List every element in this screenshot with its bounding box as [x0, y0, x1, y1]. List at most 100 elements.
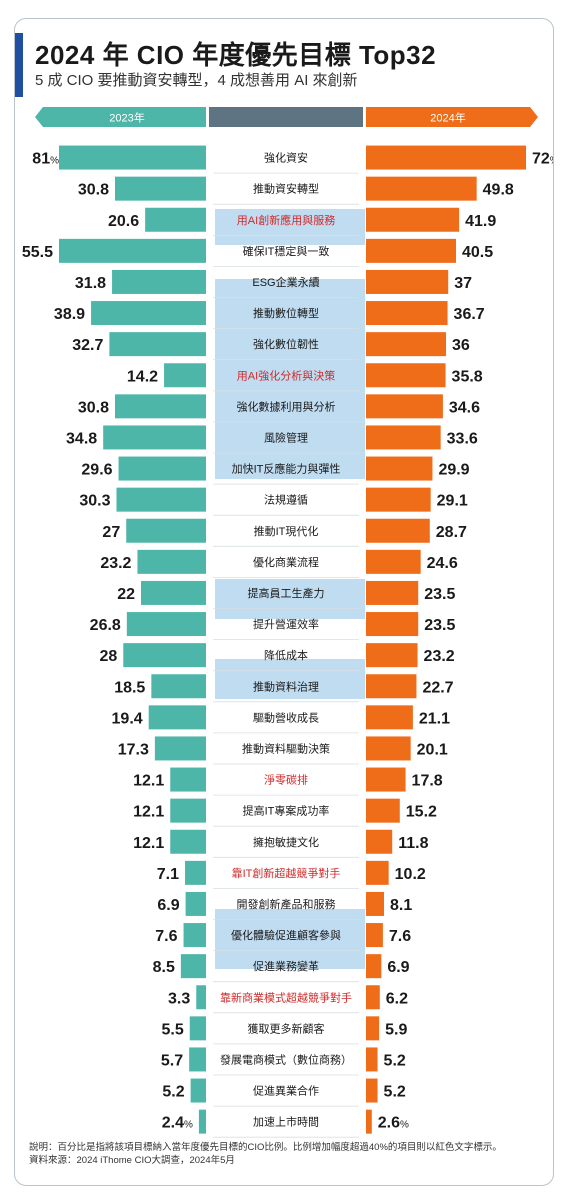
bar-2023 — [148, 705, 206, 730]
value-label-2023: 22 — [117, 586, 135, 603]
value-label-2023: 20.6 — [108, 213, 139, 230]
bar-2024 — [366, 736, 411, 761]
bar-2023 — [118, 456, 206, 481]
bar-2024 — [366, 269, 449, 294]
bar-2024 — [366, 1016, 380, 1041]
value-label-2024: 49.8 — [483, 182, 514, 199]
value-label-2023: 26.8 — [90, 617, 121, 634]
bar-2024 — [366, 860, 389, 885]
value-label-2024: 23.5 — [424, 586, 455, 603]
value-label-2023: 27 — [102, 524, 120, 541]
category-label: 推動數位轉型 — [253, 306, 319, 320]
value-label-2023: 8.5 — [153, 959, 175, 976]
category-label: 促進業務變革 — [253, 959, 319, 973]
bar-2023 — [137, 549, 206, 574]
bar-2023 — [145, 207, 206, 232]
value-label-2024: 23.5 — [424, 617, 455, 634]
value-label-2023: 5.2 — [162, 1084, 184, 1101]
percent-unit: % — [400, 1120, 409, 1131]
watermark-stroke — [215, 659, 365, 699]
category-label: 強化數據利用與分析 — [237, 399, 336, 413]
value-label-2024: 5.2 — [384, 1052, 406, 1069]
category-label: 開發創新產品和服務 — [237, 897, 336, 911]
value-label-2024: 23.2 — [424, 648, 455, 665]
bar-2024 — [366, 1078, 378, 1103]
category-label: 獲取更多新顧客 — [248, 1021, 325, 1035]
value-label-2023: 17.3 — [118, 741, 149, 758]
bar-2024 — [366, 238, 456, 263]
value-label-2023: 34.8 — [66, 430, 97, 447]
bar-2024 — [366, 674, 417, 699]
category-label: 淨零碳排 — [264, 773, 308, 787]
category-label: 強化資安 — [264, 151, 308, 165]
legend-center-band — [209, 107, 363, 127]
bar-2024 — [366, 332, 446, 357]
value-label-2023: 32.7 — [72, 337, 103, 354]
category-label: 擁抱敏捷文化 — [253, 835, 319, 849]
bar-2023 — [115, 394, 206, 419]
value-label-2024: 41.9 — [465, 213, 496, 230]
value-label-2024: 7.6 — [389, 928, 411, 945]
value-label-2024: 29.9 — [438, 462, 469, 479]
value-label-2024: 35.8 — [452, 368, 483, 385]
category-label: 降低成本 — [264, 648, 308, 662]
value-label-2024: 37 — [454, 275, 472, 292]
value-label-2023: 23.2 — [100, 555, 131, 572]
bar-2023 — [91, 301, 206, 326]
page-subtitle: 5 成 CIO 要推動資安轉型，4 成想善用 AI 來創新 — [35, 72, 358, 89]
category-label: 法規遵循 — [264, 493, 308, 507]
bar-2023 — [103, 425, 206, 450]
value-label-2024: 40.5 — [462, 244, 493, 261]
footnote-source: 資料來源：2024 iThome CIO大調查，2024年5月 — [29, 1155, 235, 1166]
bar-2023 — [112, 269, 206, 294]
bar-2024 — [366, 518, 430, 543]
value-label-2024: 5.9 — [385, 1021, 407, 1038]
bar-2024 — [366, 1047, 378, 1072]
bar-2023 — [198, 1109, 206, 1134]
category-label: 提升營運效率 — [253, 617, 319, 631]
value-label-2024: 6.9 — [387, 959, 409, 976]
value-label-2023: 29.6 — [81, 462, 112, 479]
footnote-note: 說明：百分比是指將該項目標納入當年度優先目標的CIO比例。比例增加幅度超過40%… — [29, 1142, 502, 1153]
bar-2024 — [366, 549, 421, 574]
bar-2023 — [180, 954, 206, 979]
category-label: 加快IT反應能力與彈性 — [232, 462, 341, 476]
category-label: 確保IT穩定與一致 — [243, 244, 330, 258]
bar-2024 — [366, 207, 460, 232]
footnote: 說明：百分比是指將該項目標納入當年度優先目標的CIO比例。比例增加幅度超過40%… — [29, 1141, 545, 1167]
legend-2023-band — [35, 107, 206, 127]
value-label-2024: 36.7 — [454, 306, 485, 323]
bar-2023 — [141, 580, 206, 605]
value-label-2023: 28 — [99, 648, 117, 665]
bar-2024 — [366, 705, 413, 730]
bar-2024 — [366, 145, 526, 170]
bar-2024 — [366, 985, 380, 1010]
value-label-2023: 31.8 — [75, 275, 106, 292]
category-label: 推動資料驅動決策 — [242, 741, 330, 755]
bar-2024 — [366, 487, 431, 512]
bar-2023 — [116, 487, 206, 512]
bar-2023 — [170, 798, 206, 823]
value-label-2023: 12.1 — [133, 835, 164, 852]
value-label-2023: 7.6 — [155, 928, 177, 945]
category-label: 提高IT專案成功率 — [243, 804, 330, 818]
bar-2023 — [170, 767, 206, 792]
value-label-2024: 8.1 — [390, 897, 412, 914]
percent-unit: % — [184, 1120, 193, 1131]
value-label-2024: 6.2 — [386, 990, 408, 1007]
value-label-2024: 10.2 — [395, 866, 426, 883]
value-label-2024: 72% — [532, 151, 554, 168]
value-label-2023: 30.8 — [78, 182, 109, 199]
category-label: 推動資安轉型 — [253, 182, 319, 196]
bar-2024 — [366, 954, 382, 979]
bar-2023 — [185, 891, 206, 916]
infographic-card: 2024 年 CIO 年度優先目標 Top32 5 成 CIO 要推動資安轉型，… — [14, 18, 554, 1186]
category-label: 強化數位韌性 — [253, 337, 319, 351]
bar-2024 — [366, 394, 443, 419]
bar-2023 — [164, 363, 206, 388]
value-label-2024: 11.8 — [398, 835, 428, 852]
value-label-2023: 3.3 — [168, 990, 190, 1007]
watermark-stroke — [215, 909, 365, 969]
value-label-2024: 21.1 — [419, 710, 450, 727]
category-label: 用AI創新應用與服務 — [237, 213, 335, 227]
